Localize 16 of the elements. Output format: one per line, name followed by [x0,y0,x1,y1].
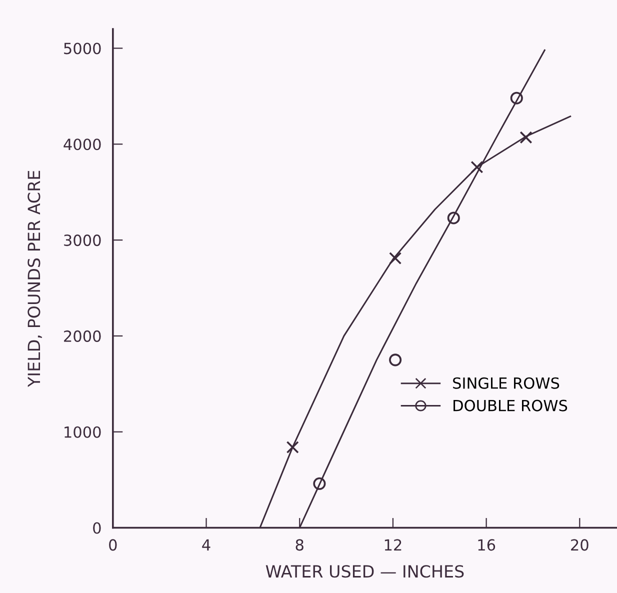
y-tick-label: 4000 [64,138,101,150]
legend-label: SINGLE ROWS [453,377,560,389]
y-axis-title: YIELD, POUNDS PER ACRE [28,170,42,388]
y-tick-label: 0 [93,522,101,534]
x-axis-title: WATER USED — INCHES [266,565,464,578]
x-tick-label: 20 [571,539,588,551]
y-tick-label: 1000 [64,426,101,438]
x-tick-label: 12 [384,539,402,550]
x-tick-label: 8 [296,539,304,551]
y-tick-label: 3000 [64,234,101,246]
x-tick-label: 16 [478,539,496,551]
y-tick-label: 2000 [64,330,101,342]
x-tick-label: 4 [202,539,210,550]
x-tick-label: 0 [109,539,117,551]
legend-label: DOUBLE ROWS [454,400,568,412]
y-tick-label: 5000 [64,42,101,54]
